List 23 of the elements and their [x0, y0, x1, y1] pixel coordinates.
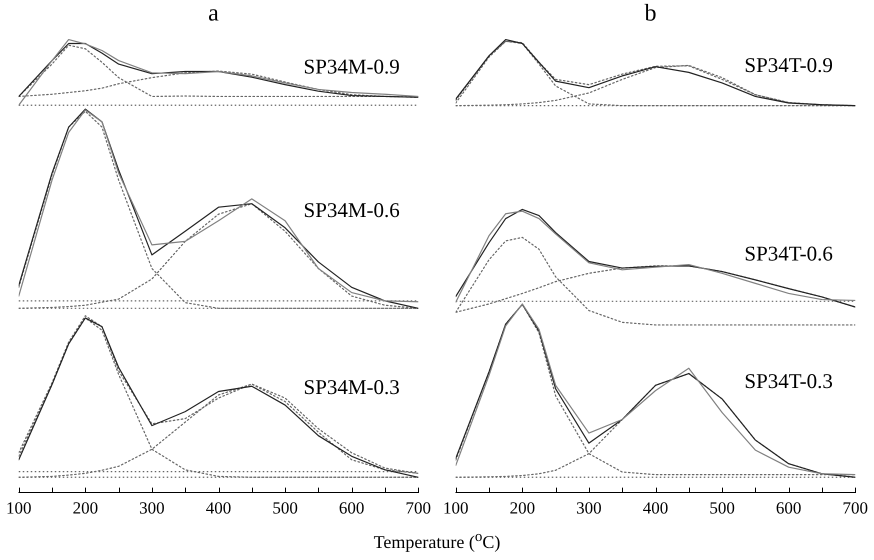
x-tick-label: 500	[272, 498, 298, 518]
x-tick-label: 200	[510, 498, 536, 518]
x-tick-label: 700	[406, 498, 431, 518]
series-label: SP34T-0.6	[744, 242, 833, 266]
x-tick-label: 100	[6, 498, 32, 518]
chart-title: b	[644, 0, 656, 27]
x-tick-label: 500	[709, 498, 735, 518]
x-tick-label: 600	[776, 498, 802, 518]
series-label: SP34M-0.6	[304, 198, 400, 222]
x-tick-label: 200	[72, 498, 98, 518]
series-label: SP34T-0.3	[744, 368, 833, 393]
x-tick-label: 400	[206, 498, 232, 518]
x-tick-label: 700	[842, 498, 868, 518]
x-tick-label: 100	[443, 498, 468, 518]
series-label: SP34T-0.9	[744, 52, 833, 77]
x-tick-label: 600	[338, 498, 364, 518]
x-tick-label: 300	[576, 498, 602, 518]
series-label: SP34M-0.3	[304, 375, 400, 400]
series-label: SP34M-0.9	[304, 54, 400, 79]
x-axis-title: Temperature ($^{o}$C)	[372, 528, 502, 554]
chart-title: a	[208, 0, 220, 27]
x-tick-label: 300	[139, 498, 165, 518]
x-tick-label: 400	[642, 498, 668, 518]
